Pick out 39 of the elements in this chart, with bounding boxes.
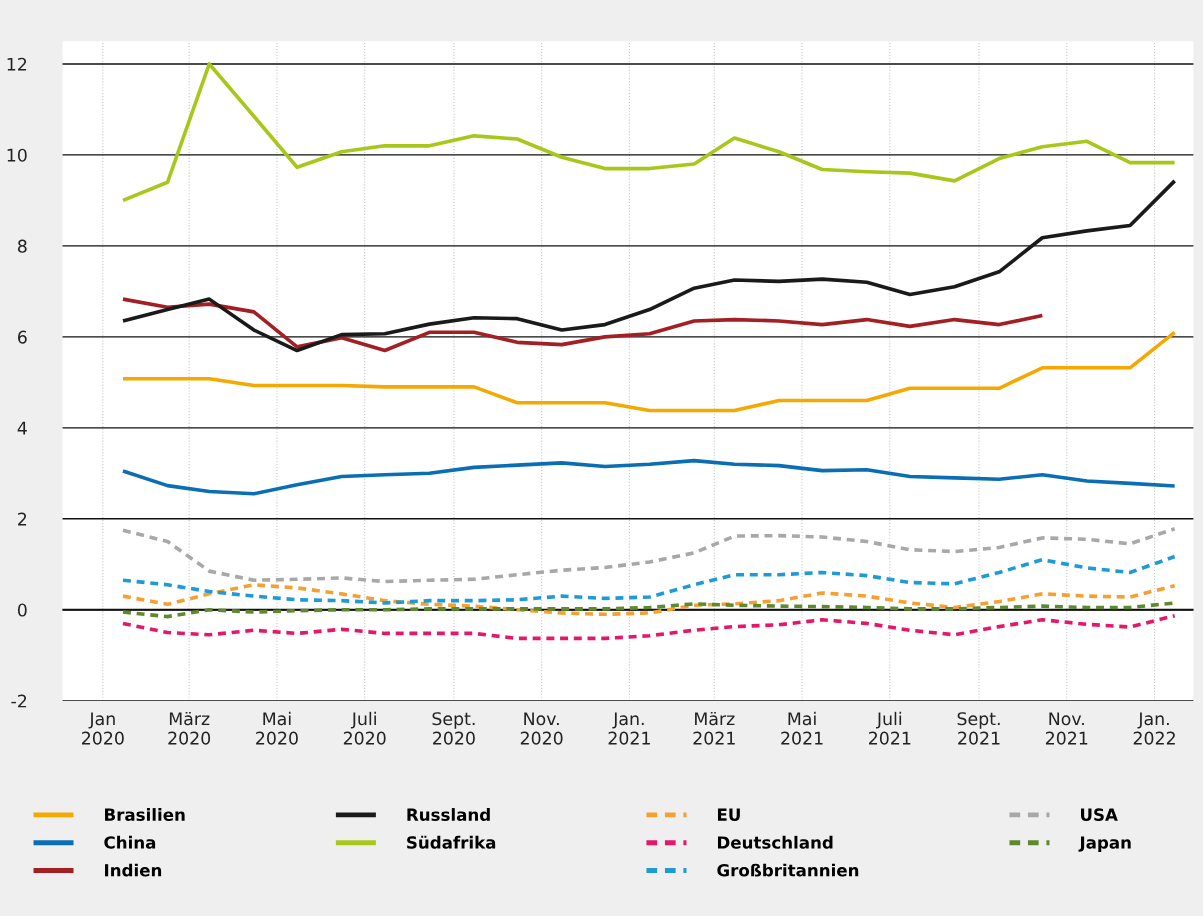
x-tick-label: Sept. 2020 <box>432 712 475 745</box>
x-tick-label: Juli 2021 <box>868 711 911 745</box>
line-series <box>121 582 1177 617</box>
line-series <box>121 527 1177 584</box>
legend-label: Südafrika <box>407 835 496 849</box>
legend-label: USA <box>1081 808 1118 821</box>
x-tick-label: Juli 2020 <box>343 711 386 745</box>
x-tick-label: Mai 2021 <box>781 711 823 745</box>
legend-label: Deutschland <box>717 835 833 849</box>
legend-label: Brasilien <box>105 808 185 821</box>
y-tick-label: 0 <box>17 603 27 617</box>
line-series <box>121 458 1177 496</box>
legend-label: EU <box>717 808 740 821</box>
x-tick-label: Jan. 2022 <box>1133 712 1175 745</box>
legend-label: Großbritannien <box>717 863 859 877</box>
line-series <box>121 62 1177 203</box>
legend-label: China <box>104 835 156 849</box>
legend-label: Russland <box>407 808 490 821</box>
y-tick-label: 10 <box>7 148 27 162</box>
x-tick-label: Nov. 2020 <box>520 712 563 745</box>
line-series <box>121 330 1177 413</box>
y-tick-label: 6 <box>18 330 27 344</box>
legend-label: Japan <box>1078 836 1131 852</box>
y-tick-label: 8 <box>17 239 27 253</box>
x-tick-label: März 2021 <box>693 711 735 745</box>
y-tick-label: -2 <box>11 694 27 708</box>
x-tick-label: Sept. 2021 <box>957 712 1000 745</box>
y-tick-label: 2 <box>18 512 27 526</box>
y-tick-label: 12 <box>7 57 27 71</box>
x-tick-label: Jan 2020 <box>82 712 124 745</box>
y-tick-label: 4 <box>17 421 27 435</box>
line-series <box>121 554 1177 605</box>
x-tick-label: März 2020 <box>168 711 211 745</box>
x-tick-label: Nov. 2021 <box>1045 712 1088 745</box>
x-tick-label: Jan. 2021 <box>608 712 650 745</box>
line-series <box>121 297 1045 353</box>
line-series <box>121 613 1177 641</box>
x-tick-label: Mai 2020 <box>256 711 298 745</box>
legend-label: Indien <box>105 863 162 877</box>
